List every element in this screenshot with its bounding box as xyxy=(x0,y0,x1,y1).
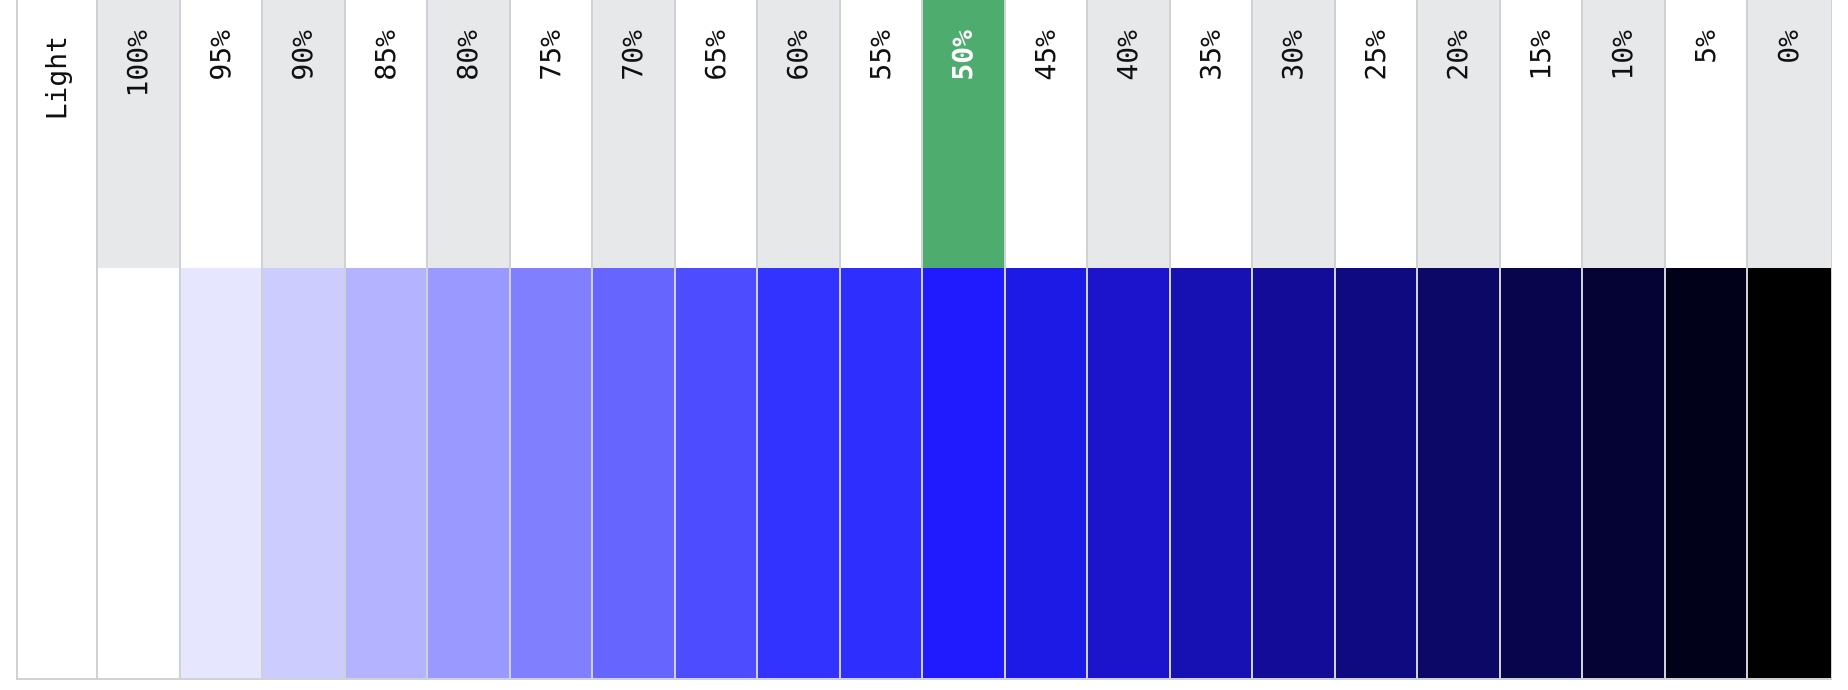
lightness-header[interactable]: 85% xyxy=(345,0,426,268)
lightness-label: 50% xyxy=(946,30,980,81)
lightness-column[interactable]: 65% xyxy=(675,0,758,678)
color-swatch[interactable] xyxy=(1748,268,1831,678)
lightness-label: 60% xyxy=(781,30,815,81)
lightness-label: 45% xyxy=(1028,30,1062,81)
lightness-column[interactable]: 20% xyxy=(1418,0,1501,678)
lightness-label: 0% xyxy=(1772,30,1806,64)
lightness-column[interactable]: 50% xyxy=(923,0,1006,678)
lightness-swatch-grid: 100% 95% 90% 85% 80% 75% 70% 65% 60% 55% 50% 45% 40%… xyxy=(98,0,1831,678)
lightness-header[interactable]: 65% xyxy=(675,0,756,268)
lightness-label: 65% xyxy=(698,30,732,81)
lightness-header[interactable]: 0% xyxy=(1748,0,1831,268)
color-swatch[interactable] xyxy=(1170,268,1251,678)
color-swatch[interactable] xyxy=(1500,268,1581,678)
lightness-label: 20% xyxy=(1441,30,1475,81)
lightness-header[interactable]: 90% xyxy=(263,0,344,268)
lightness-header[interactable]: 10% xyxy=(1583,0,1664,268)
lightness-header[interactable]: 70% xyxy=(593,0,674,268)
lightness-header[interactable]: 5% xyxy=(1665,0,1746,268)
color-swatch[interactable] xyxy=(1253,268,1334,678)
lightness-label: 85% xyxy=(368,30,402,81)
lightness-column[interactable]: 85% xyxy=(345,0,428,678)
lightness-column[interactable]: 95% xyxy=(180,0,263,678)
lightness-header[interactable]: 45% xyxy=(1005,0,1086,268)
lightness-header[interactable]: 25% xyxy=(1335,0,1416,268)
lightness-header[interactable]: 35% xyxy=(1170,0,1251,268)
lightness-label: 100% xyxy=(121,30,155,98)
color-swatch[interactable] xyxy=(840,268,921,678)
lightness-column[interactable]: 15% xyxy=(1500,0,1583,678)
lightness-label: 25% xyxy=(1358,30,1392,81)
lightness-column[interactable]: 10% xyxy=(1583,0,1666,678)
lightness-column[interactable]: 60% xyxy=(758,0,841,678)
lightness-label: 10% xyxy=(1606,30,1640,81)
color-swatch[interactable] xyxy=(593,268,674,678)
color-swatch[interactable] xyxy=(675,268,756,678)
lightness-label: 70% xyxy=(616,30,650,81)
lightness-column[interactable]: 75% xyxy=(510,0,593,678)
color-swatch[interactable] xyxy=(98,268,179,678)
lightness-header[interactable]: 75% xyxy=(510,0,591,268)
lightness-label: 55% xyxy=(863,30,897,81)
lightness-header[interactable]: 60% xyxy=(758,0,839,268)
lightness-header[interactable]: 30% xyxy=(1253,0,1334,268)
lightness-label: 80% xyxy=(451,30,485,81)
lightness-label: 40% xyxy=(1111,30,1145,81)
lightness-header[interactable]: 100% xyxy=(98,0,179,268)
lightness-column[interactable]: 25% xyxy=(1335,0,1418,678)
lightness-column[interactable]: 35% xyxy=(1170,0,1253,678)
lightness-column[interactable]: 0% xyxy=(1748,0,1831,678)
lightness-header-selected[interactable]: 50% xyxy=(923,0,1004,268)
color-swatch[interactable] xyxy=(923,268,1004,678)
lightness-label: 15% xyxy=(1523,30,1557,81)
lightness-column[interactable]: 70% xyxy=(593,0,676,678)
lightness-header[interactable]: 20% xyxy=(1418,0,1499,268)
lightness-table-frame xyxy=(16,0,1832,680)
color-swatch[interactable] xyxy=(1418,268,1499,678)
lightness-column[interactable]: 80% xyxy=(428,0,511,678)
lightness-label: 35% xyxy=(1193,30,1227,81)
lightness-header[interactable]: 40% xyxy=(1088,0,1169,268)
color-swatch[interactable] xyxy=(1005,268,1086,678)
color-swatch[interactable] xyxy=(758,268,839,678)
lightness-header[interactable]: 95% xyxy=(180,0,261,268)
color-swatch[interactable] xyxy=(510,268,591,678)
color-swatch[interactable] xyxy=(428,268,509,678)
lightness-column[interactable]: 100% xyxy=(98,0,181,678)
lightness-column[interactable]: 90% xyxy=(263,0,346,678)
color-swatch[interactable] xyxy=(1665,268,1746,678)
lightness-label: 30% xyxy=(1276,30,1310,81)
lightness-header[interactable]: 55% xyxy=(840,0,921,268)
color-swatch[interactable] xyxy=(1335,268,1416,678)
color-swatch[interactable] xyxy=(1088,268,1169,678)
row-label-column: Light xyxy=(18,0,98,678)
color-swatch[interactable] xyxy=(263,268,344,678)
lightness-label: 75% xyxy=(533,30,567,81)
lightness-header[interactable]: 15% xyxy=(1500,0,1581,268)
lightness-label: 5% xyxy=(1688,30,1722,64)
color-swatch[interactable] xyxy=(1583,268,1664,678)
lightness-label: 90% xyxy=(286,30,320,81)
color-swatch[interactable] xyxy=(345,268,426,678)
color-swatch[interactable] xyxy=(180,268,261,678)
lightness-label: 95% xyxy=(203,30,237,81)
lightness-column[interactable]: 5% xyxy=(1665,0,1748,678)
lightness-header[interactable]: 80% xyxy=(428,0,509,268)
lightness-column[interactable]: 45% xyxy=(1005,0,1088,678)
lightness-column[interactable]: 40% xyxy=(1088,0,1171,678)
lightness-column[interactable]: 30% xyxy=(1253,0,1336,678)
lightness-column[interactable]: 55% xyxy=(840,0,923,678)
row-label-light: Light xyxy=(40,36,73,121)
